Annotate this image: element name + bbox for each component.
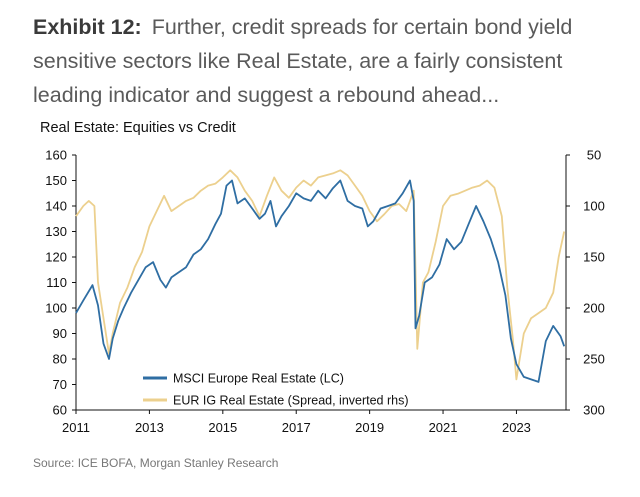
legend-label: MSCI Europe Real Estate (LC)	[173, 372, 344, 386]
x-tick-label: 2021	[429, 420, 458, 435]
y-left-tick-label: 100	[45, 301, 67, 316]
chart-legend: MSCI Europe Real Estate (LC) EUR IG Real …	[143, 372, 409, 408]
x-tick-label: 2013	[135, 420, 164, 435]
exhibit-label: Exhibit 12:	[33, 15, 142, 39]
exhibit-text: Further, credit spreads for certain bond…	[33, 15, 573, 107]
y-right-tick-label: 250	[583, 352, 605, 367]
x-tick-label: 2019	[355, 420, 384, 435]
chart-axes: 60 70 80 90 100 110 120 130 140 150 160 50 100 150 200…	[45, 148, 605, 436]
chart-title: Real Estate: Equities vs Credit	[40, 120, 236, 136]
series-layer	[75, 169, 566, 383]
y-left-tick-label: 140	[45, 199, 67, 214]
y-left-tick-label: 130	[45, 224, 67, 239]
exhibit-heading: Exhibit 12: Further, credit spreads for c…	[33, 10, 623, 112]
y-right-tick-label: 50	[587, 148, 601, 163]
equity-series-line	[75, 179, 566, 383]
y-left-tick-label: 60	[53, 403, 67, 418]
y-left-tick-label: 160	[45, 148, 67, 163]
legend-label: EUR IG Real Estate (Spread, inverted rhs…	[173, 394, 409, 408]
y-left-tick-label: 120	[45, 250, 67, 265]
x-tick-label: 2023	[502, 420, 531, 435]
y-right-tick-label: 300	[583, 403, 605, 418]
y-left-tick-label: 80	[53, 352, 67, 367]
y-right-tick-label: 200	[583, 301, 605, 316]
source-note: Source: ICE BOFA, Morgan Stanley Researc…	[33, 456, 279, 470]
y-right-tick-label: 150	[583, 250, 605, 265]
x-tick-label: 2011	[62, 420, 90, 435]
y-left-tick-label: 70	[53, 377, 67, 392]
credit-spread-series-line	[75, 169, 566, 381]
x-tick-label: 2015	[208, 420, 237, 435]
x-tick-label: 2017	[282, 420, 311, 435]
y-right-tick-label: 100	[583, 199, 605, 214]
y-left-tick-label: 90	[53, 326, 67, 341]
y-left-tick-label: 110	[46, 275, 67, 290]
y-left-tick-label: 150	[45, 173, 67, 188]
